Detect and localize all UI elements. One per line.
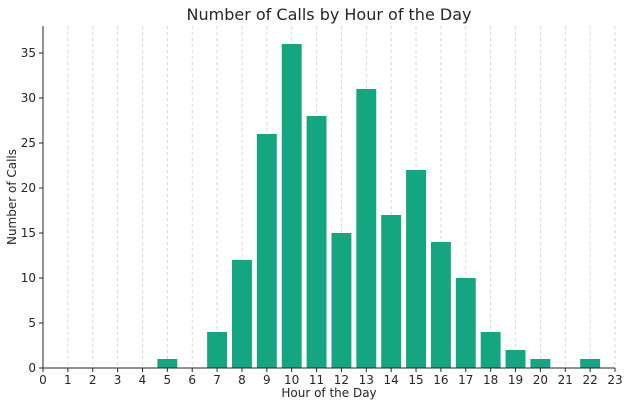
x-tick-label-15: 15 (408, 373, 423, 387)
x-tick-label-13: 13 (359, 373, 374, 387)
y-tick-label-20: 20 (21, 181, 36, 195)
y-tick-label-15: 15 (21, 226, 36, 240)
y-tick-label-35: 35 (21, 46, 36, 60)
bar-hour-22 (580, 359, 601, 368)
x-tick-label-2: 2 (89, 373, 97, 387)
bar-hour-9 (256, 134, 277, 368)
x-tick-label-9: 9 (263, 373, 271, 387)
grid-lines (42, 26, 616, 368)
bars (157, 44, 601, 368)
x-tick-label-3: 3 (114, 373, 122, 387)
bar-hour-13 (356, 89, 377, 368)
bar-hour-15 (406, 170, 426, 368)
bar-hour-20 (530, 359, 551, 368)
bar-hour-5 (157, 359, 178, 368)
bar-hour-10 (281, 44, 302, 368)
bar-hour-8 (232, 260, 252, 368)
y-axis-label: Number of Calls (5, 149, 19, 245)
y-tick-label-25: 25 (21, 136, 36, 150)
x-tick-label-1: 1 (64, 373, 72, 387)
x-tick-label-10: 10 (284, 373, 299, 387)
x-tick-label-23: 23 (607, 373, 622, 387)
y-tick-label-10: 10 (21, 271, 36, 285)
x-tick-label-20: 20 (533, 373, 548, 387)
x-tick-label-12: 12 (334, 373, 349, 387)
y-ticks: 0 5 10 15 20 25 30 35 (21, 46, 43, 375)
x-ticks: 0 1 2 3 4 5 6 7 8 9 10 11 12 13 14 15 16 17 18 19 20 21 22 23 (39, 368, 623, 387)
x-tick-label-0: 0 (39, 373, 47, 387)
x-tick-label-22: 22 (582, 373, 597, 387)
x-tick-label-18: 18 (483, 373, 498, 387)
x-tick-label-6: 6 (188, 373, 196, 387)
x-tick-label-11: 11 (309, 373, 324, 387)
y-tick-label-0: 0 (28, 361, 36, 375)
x-tick-label-17: 17 (458, 373, 473, 387)
bar-hour-7 (207, 332, 228, 368)
bar-hour-12 (331, 233, 352, 368)
x-tick-label-14: 14 (384, 373, 399, 387)
bar-hour-16 (430, 242, 451, 368)
bar-hour-17 (455, 278, 476, 368)
x-axis-label: Hour of the Day (281, 386, 376, 400)
chart-title: Number of Calls by Hour of the Day (187, 5, 472, 24)
bar-hour-18 (480, 332, 501, 368)
y-tick-label-5: 5 (28, 316, 36, 330)
bar-hour-14 (381, 215, 402, 368)
x-tick-label-7: 7 (213, 373, 221, 387)
x-tick-label-4: 4 (139, 373, 147, 387)
x-tick-label-5: 5 (164, 373, 172, 387)
x-tick-label-8: 8 (238, 373, 246, 387)
y-tick-label-30: 30 (21, 91, 36, 105)
bar-hour-19 (505, 350, 526, 368)
x-tick-label-21: 21 (558, 373, 573, 387)
x-tick-label-19: 19 (508, 373, 523, 387)
x-tick-label-16: 16 (433, 373, 448, 387)
axes (42, 26, 615, 369)
bar-hour-11 (306, 116, 327, 368)
